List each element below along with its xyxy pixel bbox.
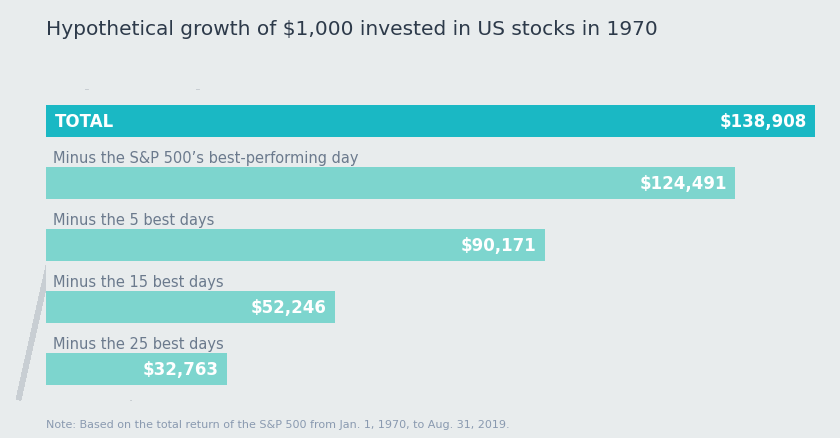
Text: Hypothetical growth of $1,000 invested in US stocks in 1970: Hypothetical growth of $1,000 invested i… — [46, 20, 658, 39]
Text: $124,491: $124,491 — [639, 174, 727, 192]
Bar — [0, 152, 46, 214]
Text: Minus the S&P 500’s best-performing day: Minus the S&P 500’s best-performing day — [53, 150, 359, 165]
Text: $32,763: $32,763 — [143, 360, 219, 378]
Text: $52,246: $52,246 — [251, 298, 327, 316]
Bar — [46, 167, 735, 200]
Text: Minus the 15 best days: Minus the 15 best days — [53, 274, 223, 289]
Bar — [0, 276, 46, 338]
Bar — [0, 91, 46, 152]
Text: Minus the 25 best days: Minus the 25 best days — [53, 336, 223, 351]
Bar — [0, 338, 46, 400]
Text: $138,908: $138,908 — [719, 113, 806, 131]
Bar — [46, 106, 815, 138]
Bar — [0, 214, 46, 276]
Bar — [46, 353, 228, 385]
Text: Note: Based on the total return of the S&P 500 from Jan. 1, 1970, to Aug. 31, 20: Note: Based on the total return of the S… — [46, 419, 510, 429]
Bar — [0, 91, 46, 400]
Text: $90,171: $90,171 — [461, 236, 537, 254]
Bar — [46, 291, 335, 323]
Text: Minus the 5 best days: Minus the 5 best days — [53, 212, 214, 227]
Text: TOTAL: TOTAL — [55, 113, 114, 131]
Bar — [46, 229, 545, 261]
